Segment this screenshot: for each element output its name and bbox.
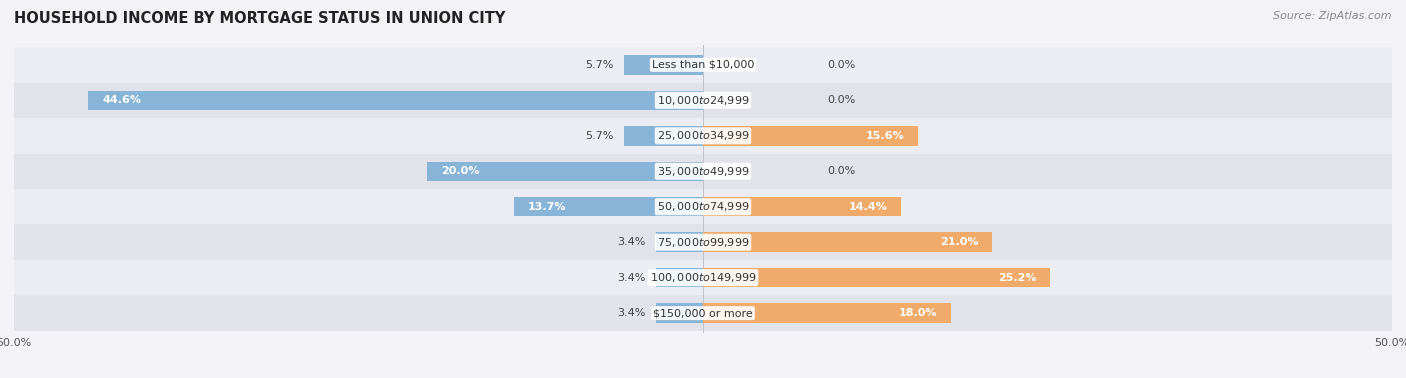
Bar — [624, 55, 703, 74]
Bar — [14, 153, 1392, 189]
Text: 14.4%: 14.4% — [849, 202, 887, 212]
Text: 0.0%: 0.0% — [827, 166, 855, 176]
Bar — [703, 126, 918, 146]
Bar — [657, 304, 703, 323]
Text: 15.6%: 15.6% — [866, 131, 904, 141]
Bar — [703, 232, 993, 252]
Bar — [703, 197, 901, 217]
Bar — [14, 83, 1392, 118]
Text: $35,000 to $49,999: $35,000 to $49,999 — [657, 165, 749, 178]
Text: 21.0%: 21.0% — [941, 237, 979, 247]
Bar — [14, 225, 1392, 260]
Text: 5.7%: 5.7% — [585, 131, 613, 141]
Text: 3.4%: 3.4% — [617, 273, 645, 283]
Text: $50,000 to $74,999: $50,000 to $74,999 — [657, 200, 749, 213]
Bar — [14, 260, 1392, 295]
Bar — [515, 197, 703, 217]
Text: $75,000 to $99,999: $75,000 to $99,999 — [657, 236, 749, 249]
Text: Source: ZipAtlas.com: Source: ZipAtlas.com — [1274, 11, 1392, 21]
Text: 18.0%: 18.0% — [898, 308, 938, 318]
Text: 3.4%: 3.4% — [617, 237, 645, 247]
Text: 13.7%: 13.7% — [529, 202, 567, 212]
Bar — [89, 91, 703, 110]
Bar — [14, 118, 1392, 153]
Text: 44.6%: 44.6% — [103, 95, 141, 105]
Text: 0.0%: 0.0% — [827, 95, 855, 105]
Bar — [14, 189, 1392, 225]
Text: 3.4%: 3.4% — [617, 308, 645, 318]
Bar — [657, 232, 703, 252]
Text: HOUSEHOLD INCOME BY MORTGAGE STATUS IN UNION CITY: HOUSEHOLD INCOME BY MORTGAGE STATUS IN U… — [14, 11, 505, 26]
Bar — [657, 268, 703, 287]
Text: Less than $10,000: Less than $10,000 — [652, 60, 754, 70]
Bar — [427, 161, 703, 181]
Bar — [703, 304, 950, 323]
Text: 20.0%: 20.0% — [441, 166, 479, 176]
Text: 5.7%: 5.7% — [585, 60, 613, 70]
Text: $10,000 to $24,999: $10,000 to $24,999 — [657, 94, 749, 107]
Text: $25,000 to $34,999: $25,000 to $34,999 — [657, 129, 749, 142]
Bar — [14, 295, 1392, 331]
Text: 0.0%: 0.0% — [827, 60, 855, 70]
Bar — [624, 126, 703, 146]
Text: $150,000 or more: $150,000 or more — [654, 308, 752, 318]
Text: 25.2%: 25.2% — [998, 273, 1036, 283]
Bar — [14, 47, 1392, 83]
Text: $100,000 to $149,999: $100,000 to $149,999 — [650, 271, 756, 284]
Bar — [703, 268, 1050, 287]
